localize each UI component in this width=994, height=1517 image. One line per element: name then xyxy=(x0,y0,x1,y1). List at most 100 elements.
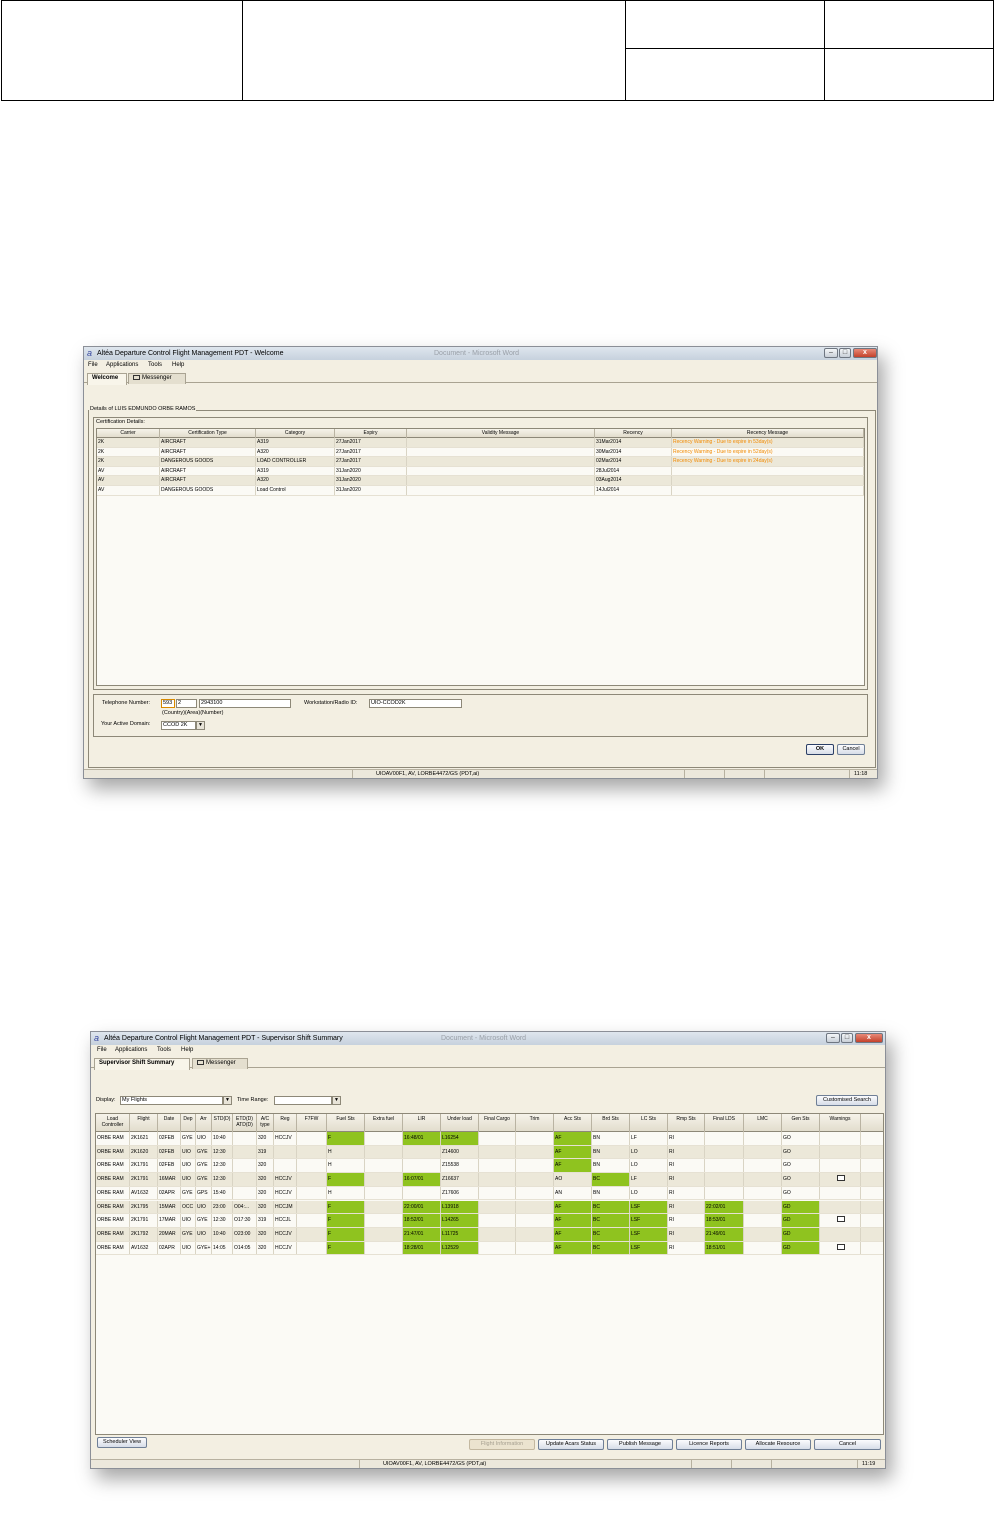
status-bar: UIOAV00F1, AV, LORBE4472/GS (PDT,ai) 11:… xyxy=(91,1459,885,1468)
minimize-button[interactable]: – xyxy=(826,1033,840,1043)
minimize-button[interactable]: – xyxy=(824,348,838,358)
envelope-icon[interactable] xyxy=(836,1243,845,1250)
table-row[interactable]: ORBE RAM 2K1791 17MAR UIO GYE 12:30 O17:30 319 H… xyxy=(96,1214,883,1228)
workstation-input[interactable]: UIO-CCOD2K xyxy=(369,699,462,708)
table-row[interactable]: AV AIRCRAFT A320 31Jan2020 03Aug2014 xyxy=(97,476,864,486)
maximize-button[interactable]: □ xyxy=(841,1033,853,1043)
allocate-resource-button[interactable]: Allocate Resource xyxy=(745,1439,811,1450)
column-header[interactable]: Warnings xyxy=(820,1114,861,1132)
column-header[interactable]: Extra fuel xyxy=(365,1114,403,1132)
menu-file[interactable]: File xyxy=(88,362,98,368)
table-cell: UIO xyxy=(196,1227,212,1241)
table-row[interactable]: ORBE RAM 2K1791 16MAR UIO GYE 12:30 320 HCCJV F 1… xyxy=(96,1173,883,1187)
column-header[interactable]: Carrier xyxy=(97,429,160,438)
tel-number-input[interactable]: 2943100 xyxy=(199,699,291,708)
domain-select[interactable]: CCOD 2K xyxy=(161,721,196,730)
table-row[interactable]: ORBE RAM 2K1792 20MAR GYE UIO 10:40 O23:00 320 H… xyxy=(96,1227,883,1242)
column-header[interactable]: LC Sts xyxy=(630,1114,668,1132)
time-range-label: Time Range: xyxy=(237,1097,269,1103)
table-cell: 12:30 xyxy=(212,1159,233,1173)
menu-help[interactable]: Help xyxy=(181,1047,194,1053)
column-header[interactable]: Recency Message xyxy=(672,429,864,438)
tel-country-input[interactable]: 593 xyxy=(161,699,175,708)
column-header[interactable]: Flight xyxy=(130,1114,158,1132)
table-row[interactable]: ORBE RAM AV1632 02APR UIO GYE+ 14:05 O14:05 320… xyxy=(96,1241,883,1256)
envelope-icon[interactable] xyxy=(836,1216,845,1223)
column-header[interactable]: ETD(D) ATD(D) xyxy=(233,1114,257,1132)
tab-messenger[interactable]: Messenger xyxy=(128,373,186,384)
table-cell: BC xyxy=(592,1173,630,1186)
column-header[interactable]: Final Cargo xyxy=(479,1114,516,1132)
envelope-icon[interactable] xyxy=(836,1175,845,1182)
table-row[interactable]: 2K DANGEROUS GOODS LOAD CONTROLLER 27Jan201… xyxy=(97,457,864,467)
tab-supervisor-shift-summary[interactable]: Supervisor Shift Summary xyxy=(94,1058,190,1070)
update-acars-status-button[interactable]: Update Acars Status xyxy=(538,1439,604,1450)
column-header[interactable]: Certification Type xyxy=(160,429,256,438)
customised-search-button[interactable]: Customised Search xyxy=(816,1095,878,1106)
table-cell: 2K1792 xyxy=(130,1227,158,1241)
column-header[interactable]: LIR xyxy=(403,1114,441,1132)
publish-message-button[interactable]: Publish Message xyxy=(607,1439,673,1450)
column-header[interactable]: Rmp Sts xyxy=(668,1114,705,1132)
column-header[interactable]: Acc Sts xyxy=(554,1114,592,1132)
column-header[interactable]: Fuel Sts xyxy=(327,1114,365,1132)
close-button[interactable]: x xyxy=(853,348,877,358)
table-cell: AF xyxy=(554,1159,592,1173)
menu-applications[interactable]: Applications xyxy=(115,1047,148,1053)
scheduler-view-button[interactable]: Scheduler View xyxy=(97,1437,147,1448)
close-button[interactable]: x xyxy=(855,1033,883,1043)
table-row[interactable]: ORBE RAM 2K1620 02FEB UIO GYE 12:30 319 H Z14600… xyxy=(96,1145,883,1160)
table-row[interactable]: ORBE RAM 2K1621 02FEB GYE UIO 10:40 320 HCCJV F 1… xyxy=(96,1132,883,1146)
column-header[interactable]: Load Controller xyxy=(96,1114,130,1132)
column-header[interactable]: F7FW xyxy=(297,1114,327,1132)
menu-tools[interactable]: Tools xyxy=(148,362,163,368)
table-row[interactable]: AV AIRCRAFT A319 31Jan2020 28Jul2014 xyxy=(97,466,864,477)
table-row[interactable]: ORBE RAM AV1632 02APR GYE GPS 15:40 320 HCCJV H Z… xyxy=(96,1186,883,1201)
table-row[interactable]: AV DANGEROUS GOODS Load Control 31Jan2020 14… xyxy=(97,486,864,496)
table-cell xyxy=(407,457,595,466)
column-header[interactable]: Recency xyxy=(595,429,672,438)
cancel-button[interactable]: Cancel xyxy=(814,1439,881,1450)
chevron-down-icon[interactable]: ▼ xyxy=(332,1096,341,1105)
ok-button[interactable]: OK xyxy=(806,744,834,755)
table-row[interactable]: 2K AIRCRAFT A320 27Jan2017 30Mar2014 Recency … xyxy=(97,447,864,458)
menu-file[interactable]: File xyxy=(97,1047,107,1053)
status-text: UIOAV00F1, AV, LORBE4472/GS (PDT,ai) xyxy=(376,771,480,777)
table-cell: 21:49/01 xyxy=(705,1227,744,1241)
column-header[interactable]: Expiry xyxy=(335,429,407,438)
column-header[interactable]: Trim xyxy=(516,1114,554,1132)
time-range-select[interactable] xyxy=(274,1096,332,1105)
table-cell xyxy=(365,1145,403,1159)
flight-information-button[interactable]: Flight Information xyxy=(469,1439,535,1450)
column-header[interactable]: Reg xyxy=(274,1114,297,1132)
column-header[interactable]: Validity Message xyxy=(407,429,595,438)
menu-help[interactable]: Help xyxy=(172,362,185,368)
licence-reports-button[interactable]: Licence Reports xyxy=(676,1439,742,1450)
column-header[interactable]: Arr xyxy=(196,1114,212,1132)
menu-applications[interactable]: Applications xyxy=(106,362,139,368)
table-cell: UIO xyxy=(181,1241,196,1255)
column-header[interactable]: Final LDS xyxy=(705,1114,744,1132)
column-header[interactable]: Brd Sts xyxy=(592,1114,630,1132)
tab-messenger[interactable]: Messenger xyxy=(192,1058,248,1069)
tel-area-input[interactable]: 2 xyxy=(176,699,197,708)
column-header[interactable]: Under load xyxy=(441,1114,479,1132)
column-header[interactable]: Dep xyxy=(181,1114,196,1132)
table-row[interactable]: 2K AIRCRAFT A319 27Jan2017 31Mar2014 Recency … xyxy=(97,438,864,448)
column-header[interactable]: Gen Sts xyxy=(782,1114,820,1132)
column-header[interactable]: LMC xyxy=(744,1114,782,1132)
column-header[interactable]: STD(D) xyxy=(212,1114,233,1132)
table-row[interactable]: ORBE RAM 2K1795 15MAR OCC UIO 23:00 O04:... 320… xyxy=(96,1200,883,1215)
column-header[interactable]: A/C type xyxy=(257,1114,274,1132)
column-header[interactable]: Date xyxy=(158,1114,181,1132)
maximize-button[interactable]: □ xyxy=(839,348,851,358)
display-select[interactable]: My Flights xyxy=(120,1096,223,1105)
table-row[interactable]: ORBE RAM 2K1791 02FEB UIO GYE 12:30 320 H Z15538… xyxy=(96,1159,883,1174)
chevron-down-icon[interactable]: ▼ xyxy=(223,1096,232,1105)
column-header[interactable]: Category xyxy=(256,429,335,438)
table-cell: F xyxy=(327,1132,365,1145)
tab-welcome[interactable]: Welcome xyxy=(87,373,127,385)
cancel-button[interactable]: Cancel xyxy=(837,744,865,755)
chevron-down-icon[interactable]: ▼ xyxy=(196,721,205,730)
menu-tools[interactable]: Tools xyxy=(157,1047,172,1053)
